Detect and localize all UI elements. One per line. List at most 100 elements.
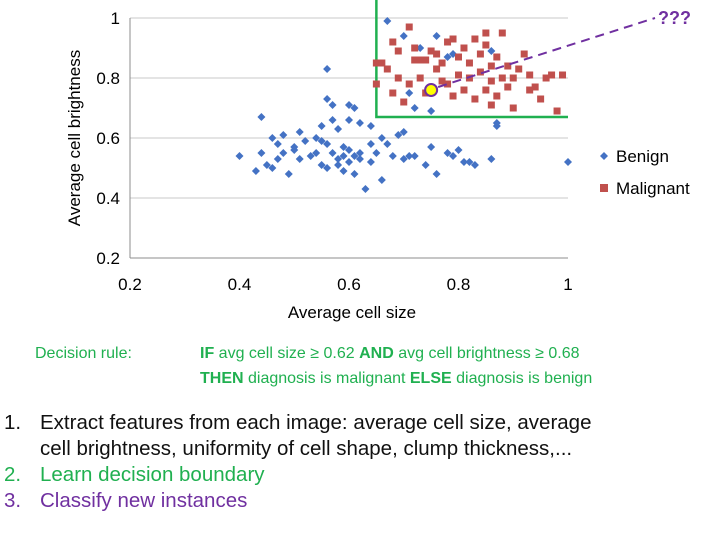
malignant-point [482,86,490,94]
malignant-point [433,65,441,73]
step-text: Classify new instances [40,489,248,512]
rule-text: diagnosis is benign [451,370,593,387]
malignant-point [537,95,545,103]
benign-point [377,134,386,142]
benign-point [345,158,353,166]
benign-point [257,113,266,121]
y-tick-label: 0.4 [96,189,120,208]
benign-point [410,104,419,112]
malignant-point [553,107,561,115]
benign-point [350,152,359,160]
y-tick-label: 0.8 [96,69,120,88]
malignant-point [405,80,413,88]
malignant-point [416,74,424,82]
malignant-point [548,71,556,79]
benign-point [317,137,326,145]
malignant-point [416,56,424,64]
benign-point [405,152,414,160]
benign-point [273,140,282,148]
benign-point [388,152,397,160]
step-number: 1. [4,411,22,434]
benign-point [323,65,332,73]
malignant-point [498,29,506,37]
malignant-point [520,50,528,58]
malignant-point [444,38,452,46]
malignant-point [438,77,446,85]
benign-point [427,143,436,151]
y-tick-label: 0.6 [96,129,120,148]
legend-label: Benign [616,147,669,166]
benign-point [350,104,359,112]
benign-point [268,134,277,142]
benign-point [432,170,441,178]
malignant-point [378,59,386,67]
y-tick-label: 0.2 [96,249,120,268]
gridlines [130,17,568,199]
malignant-point [383,65,391,73]
rule-keyword-and: AND [359,345,394,362]
benign-point [443,53,452,61]
malignant-point [433,50,441,58]
malignant-point [509,104,517,112]
malignant-point [405,23,413,31]
benign-point [383,17,392,25]
benign-point [323,95,332,103]
step-text: cell brightness, uniformity of cell shap… [40,437,573,460]
benign-point [334,155,343,163]
benign-point [328,101,337,109]
rule-keyword-else: ELSE [409,370,452,387]
x-tick-label: 0.2 [118,275,142,294]
benign-point [334,161,343,169]
rule-keyword-then: THEN [200,370,244,387]
benign-point [328,149,337,157]
malignant-point [372,80,380,88]
legend-marker-malignant [600,184,608,192]
benign-point [339,152,348,160]
malignant-point [394,47,402,55]
benign-point [355,149,364,157]
malignant-point [487,101,495,109]
x-tick-label: 0.6 [337,275,361,294]
benign-point [345,146,353,154]
malignant-point [526,71,534,79]
legend-label: Malignant [616,179,690,198]
x-tick-label: 0.4 [228,275,252,294]
benign-point [323,140,332,148]
decision-rule-if: IF avg cell size ≥ 0.62 AND avg cell bri… [200,345,580,363]
benign-point [487,155,496,163]
benign-point [339,167,348,175]
malignant-point [476,68,484,76]
axes: 0.2 0.4 0.6 0.8 1 0.2 0.4 0.6 0.8 1 [96,9,572,294]
benign-point [295,155,304,163]
x-axis-title: Average cell size [288,303,416,322]
new-instance-point [424,83,439,97]
malignant-point [487,62,495,70]
malignant-point [493,92,501,100]
new-instance-dashed-line [437,17,656,88]
malignant-point [460,86,468,94]
malignant-point [471,35,479,43]
benign-point [295,128,304,136]
benign-point [377,176,386,184]
benign-point [383,140,392,148]
benign-point [399,128,408,136]
benign-point [339,143,348,151]
malignant-point [460,44,468,52]
step-number: 3. [4,489,22,512]
benign-point [366,140,375,148]
benign-point [421,161,430,169]
steps-list: 1. Extract features from each image: ave… [0,410,713,514]
benign-point [443,149,452,157]
benign-point [465,158,474,166]
malignant-point [482,41,490,49]
data-points [235,17,572,193]
x-tick-label: 0.8 [447,275,471,294]
decision-boundary [375,0,568,119]
benign-point [317,122,326,130]
malignant-point [411,56,419,64]
malignant-point [487,77,495,85]
benign-point [361,185,370,193]
benign-point [487,47,496,55]
benign-point [399,155,408,163]
x-tick-label: 1 [563,275,572,294]
